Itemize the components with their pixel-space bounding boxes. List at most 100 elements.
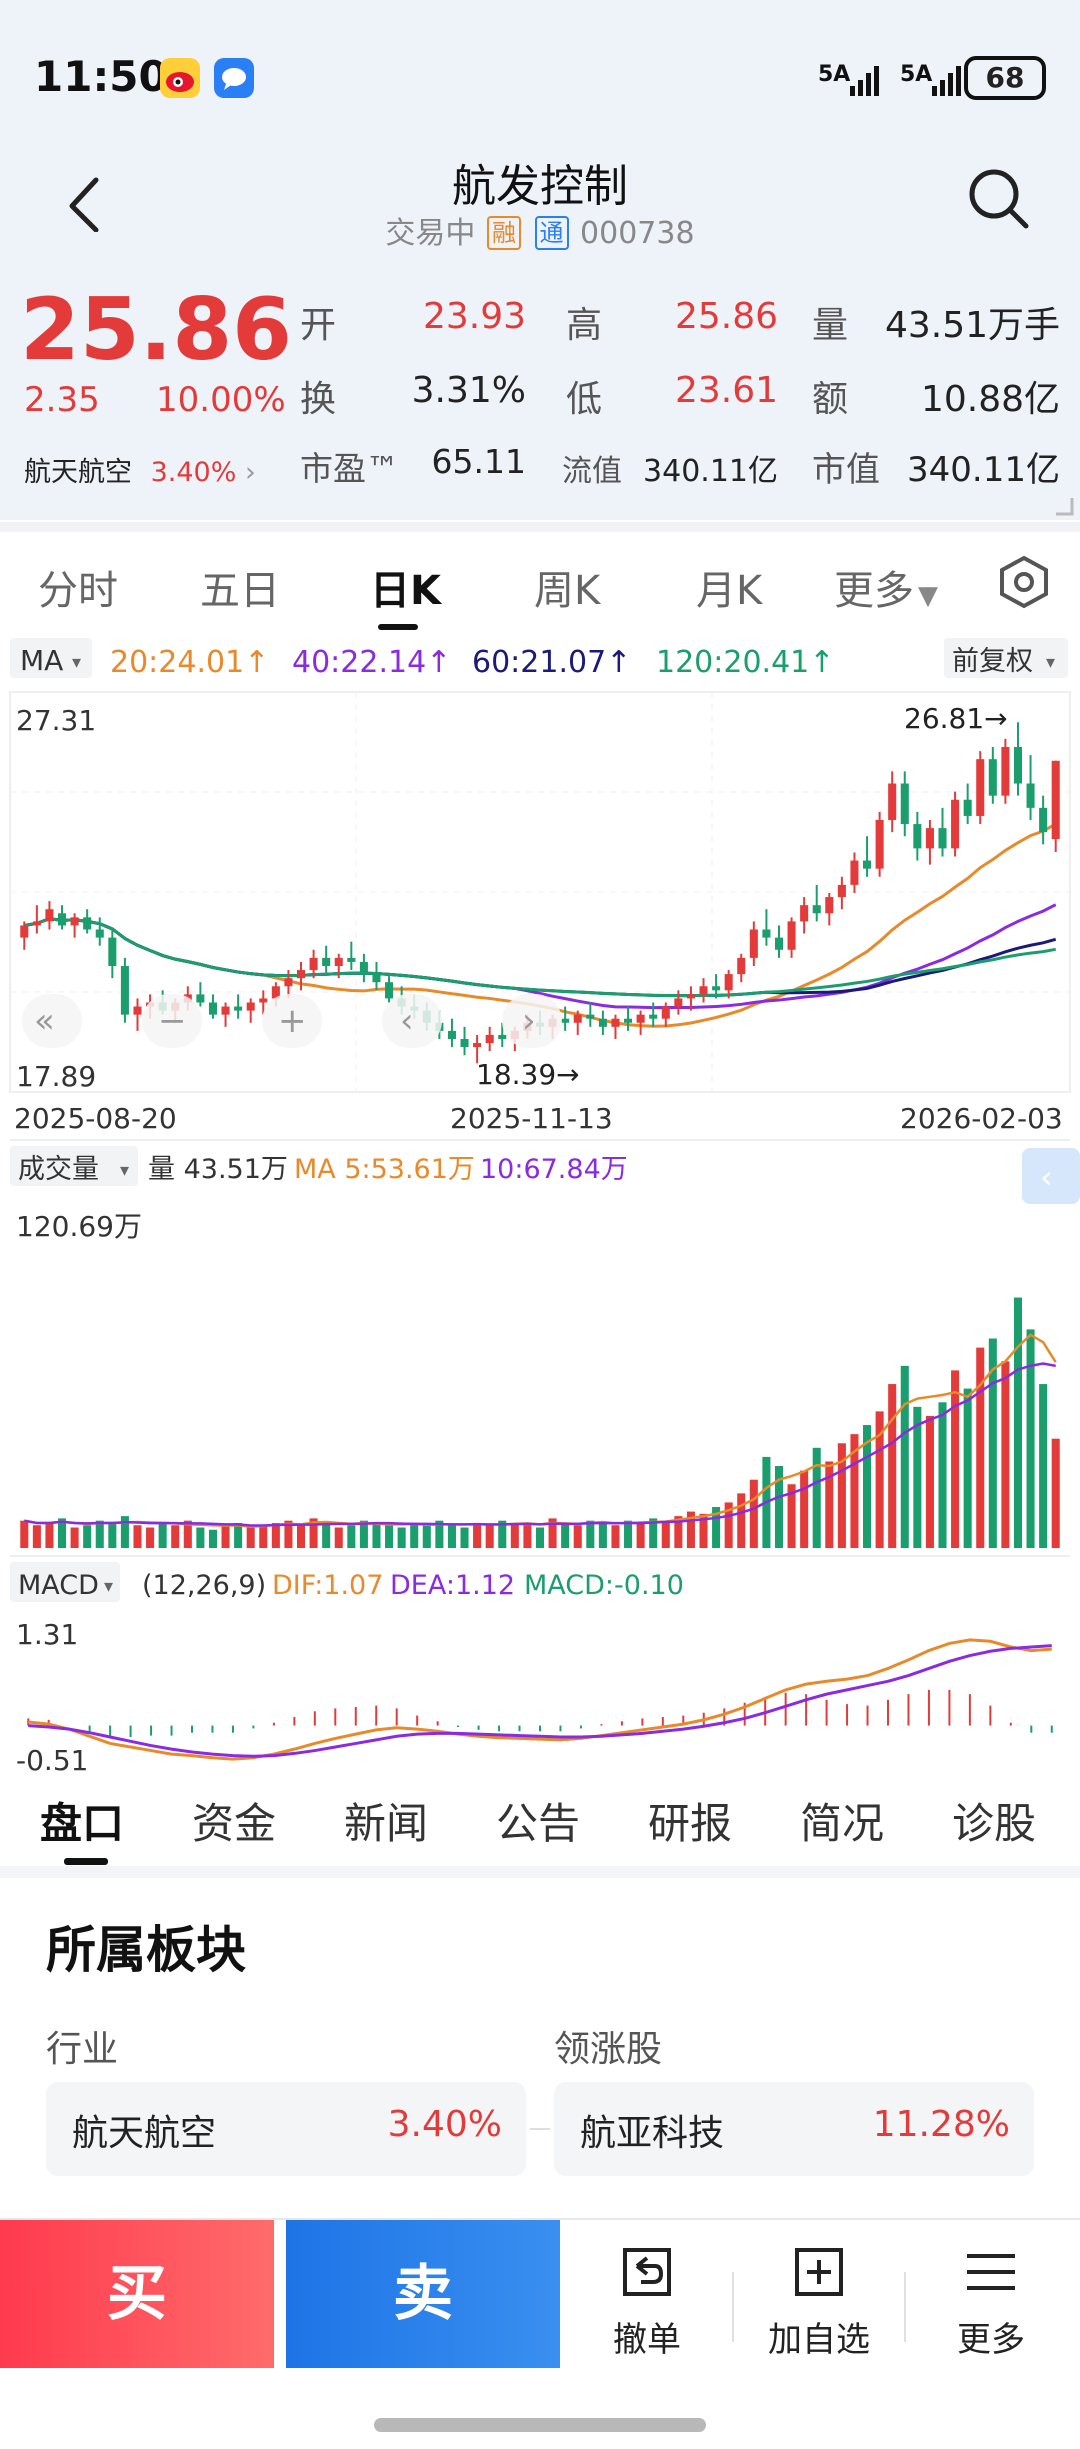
candle-body	[95, 929, 104, 938]
candle-body	[800, 905, 809, 922]
scroll-left-button[interactable]	[382, 994, 442, 1048]
macd-params: (12,26,9)	[142, 1570, 266, 1601]
sell-button[interactable]: 卖	[286, 2220, 560, 2368]
industry-label: 行业	[46, 2029, 119, 2070]
volume-bar	[586, 1520, 595, 1548]
candle-body	[674, 998, 683, 1007]
add-watchlist-button[interactable]: 加自选	[742, 2220, 896, 2368]
volume-selector-bg[interactable]	[10, 1146, 138, 1186]
tab-more[interactable]: 更多 ▼	[834, 558, 938, 616]
tab-more-label: 更多	[834, 568, 914, 614]
volume-bar	[624, 1520, 633, 1548]
volume-bar	[598, 1522, 607, 1548]
chart-settings-hex-icon[interactable]	[996, 554, 1052, 614]
scroll-left-fast-button[interactable]	[22, 994, 82, 1048]
volume-bar	[410, 1522, 419, 1548]
leader-card[interactable]: 航亚科技 11.28%	[554, 2082, 1034, 2176]
home-indicator[interactable]	[374, 2418, 706, 2432]
candle-body	[598, 1018, 607, 1027]
tab-announcements[interactable]: 公告	[496, 1799, 581, 1848]
tab-monthly-k[interactable]: 月K	[696, 568, 763, 614]
candle-body	[208, 1002, 217, 1015]
volume-bar	[925, 1415, 934, 1548]
zoom-in-button[interactable]	[262, 994, 322, 1048]
zoom-out-button[interactable]	[142, 994, 202, 1048]
expand-corner-icon[interactable]	[1052, 494, 1076, 522]
search-icon[interactable]	[964, 164, 1034, 234]
adjust-selector-bg[interactable]	[944, 638, 1068, 678]
volume-bar	[749, 1479, 758, 1548]
volume-selector-label: 成交量	[18, 1154, 99, 1185]
card-connector	[530, 2128, 550, 2130]
tab-daily-k[interactable]: 日K	[370, 568, 441, 614]
volume-bar	[649, 1518, 658, 1548]
tab-profile[interactable]: 简况	[800, 1799, 885, 1848]
kline-chart[interactable]: MA ▾ 20:24.01↑ 40:22.14↑ 60:21.07↑ 120:2…	[0, 632, 1080, 1776]
volume-bar	[435, 1520, 444, 1548]
macd-min-label: -0.51	[16, 1744, 88, 1776]
current-price: 25.86	[20, 280, 293, 380]
battery-icon: 68	[964, 56, 1046, 100]
tab-intraday[interactable]: 分时	[38, 568, 118, 614]
candle-body	[32, 921, 41, 926]
volume-bar	[120, 1516, 129, 1548]
active-detail-tab-indicator	[64, 1858, 108, 1865]
tab-weekly-k[interactable]: 周K	[534, 568, 601, 614]
candle-body	[624, 1018, 633, 1023]
buy-button[interactable]: 买	[0, 2220, 274, 2368]
signal-bars-1-icon	[850, 64, 882, 100]
ma-selector-label: MA	[20, 644, 63, 677]
volume-bar	[108, 1522, 117, 1548]
volume-bar	[573, 1525, 582, 1548]
candle-body	[1026, 783, 1035, 808]
ma40-legend: 40:22.14↑	[292, 645, 451, 680]
collapse-panel-button[interactable]	[1022, 1148, 1080, 1204]
volume-bar	[611, 1525, 620, 1548]
battery-level: 68	[985, 61, 1025, 94]
candle-body	[888, 783, 897, 821]
status-time: 11:50	[34, 52, 168, 101]
industry-card[interactable]: 航天航空 3.40%	[46, 2082, 526, 2176]
macd-selector-bg[interactable]	[10, 1562, 120, 1602]
candle-body	[322, 957, 331, 966]
volume-bar	[322, 1522, 331, 1548]
candle-body	[649, 1014, 658, 1019]
candle-body	[686, 994, 695, 999]
candle-body	[83, 917, 92, 930]
x-label-start: 2025-08-20	[14, 1102, 177, 1135]
tab-news[interactable]: 新闻	[344, 1799, 429, 1848]
candle-body	[825, 897, 834, 914]
tab-five-day[interactable]: 五日	[200, 568, 280, 614]
candle-body	[737, 957, 746, 975]
volume-ma10: 10:67.84万	[480, 1154, 628, 1185]
signal-bars-2-icon	[932, 64, 964, 100]
chevron-right-icon: ›	[244, 457, 256, 488]
volume-bar	[284, 1520, 293, 1548]
tab-research[interactable]: 研报	[648, 1799, 733, 1848]
candle-body	[133, 1006, 142, 1015]
candle-body	[221, 1006, 230, 1015]
ma-selector-bg[interactable]	[10, 638, 92, 678]
tab-capital[interactable]: 资金	[192, 1799, 277, 1848]
candle-body	[951, 799, 960, 849]
back-arrow-icon[interactable]	[56, 172, 116, 233]
float-cap-value: 340.11亿	[643, 454, 778, 489]
macd-max-label: 1.31	[16, 1618, 78, 1651]
candle-body	[309, 957, 318, 971]
candle-body	[812, 905, 821, 914]
volume-bar	[825, 1461, 834, 1548]
sector-link[interactable]: 航天航空 3.40% ›	[24, 450, 256, 489]
open-label: 开	[300, 305, 337, 346]
tab-diagnosis[interactable]: 诊股	[952, 1799, 1037, 1848]
cancel-order-button[interactable]: 撤单	[570, 2220, 724, 2368]
volume-bar	[246, 1527, 255, 1548]
volume-bar	[95, 1520, 104, 1548]
candle-body	[724, 974, 733, 991]
add-box-icon	[795, 2248, 843, 2296]
more-actions-button[interactable]: 更多	[914, 2220, 1068, 2368]
scroll-right-button[interactable]	[502, 994, 562, 1048]
tab-order-book[interactable]: 盘口	[40, 1799, 125, 1848]
macd-series	[27, 1638, 1053, 1761]
volume-bar	[498, 1520, 507, 1548]
candle-body	[712, 986, 721, 991]
